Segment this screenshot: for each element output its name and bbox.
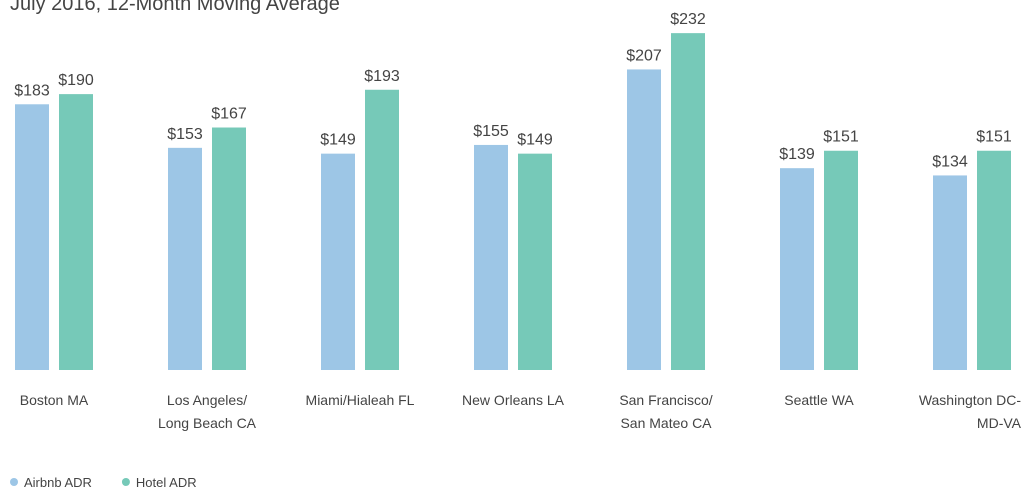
bar xyxy=(627,69,661,370)
value-label: $232 xyxy=(670,11,706,28)
x-tick-label: Seattle WA xyxy=(784,392,854,408)
x-tick-label: Los Angeles/Long Beach CA xyxy=(158,392,257,431)
bar xyxy=(321,153,355,370)
value-label: $155 xyxy=(473,123,509,140)
bar xyxy=(933,175,967,370)
legend-marker xyxy=(121,478,130,486)
value-label: $149 xyxy=(320,132,356,149)
legend-marker xyxy=(10,478,18,486)
value-label: $151 xyxy=(823,129,859,146)
x-tick-label: Washington DC-MD-VA xyxy=(919,392,1022,431)
x-tick-label: New Orleans LA xyxy=(462,392,565,408)
x-tick-label: San Francisco/San Mateo CA xyxy=(619,392,712,431)
bar xyxy=(824,150,858,370)
value-label: $134 xyxy=(932,153,968,170)
legend-label: Airbnb ADR xyxy=(24,475,92,490)
value-label: $167 xyxy=(211,106,247,123)
x-tick-label: Miami/Hialeah FL xyxy=(306,392,415,408)
value-label: $151 xyxy=(976,129,1012,146)
value-label: $193 xyxy=(364,68,400,85)
value-label: $207 xyxy=(626,47,662,64)
bar xyxy=(671,33,705,371)
bar xyxy=(212,127,246,371)
bar xyxy=(365,89,399,370)
value-label: $139 xyxy=(779,146,815,163)
value-label: $153 xyxy=(167,126,203,143)
bar xyxy=(168,147,202,370)
bar xyxy=(15,104,49,370)
legend-label: Hotel ADR xyxy=(136,475,197,490)
bar xyxy=(474,144,508,370)
bar xyxy=(59,94,93,371)
bar xyxy=(780,168,814,370)
chart-subtitle: July 2016, 12-Month Moving Average xyxy=(10,0,340,15)
bar xyxy=(977,150,1011,370)
value-label: $190 xyxy=(58,72,94,89)
value-label: $149 xyxy=(517,132,553,149)
x-tick-label: Boston MA xyxy=(20,392,89,408)
bar xyxy=(518,153,552,370)
value-label: $183 xyxy=(14,82,50,99)
